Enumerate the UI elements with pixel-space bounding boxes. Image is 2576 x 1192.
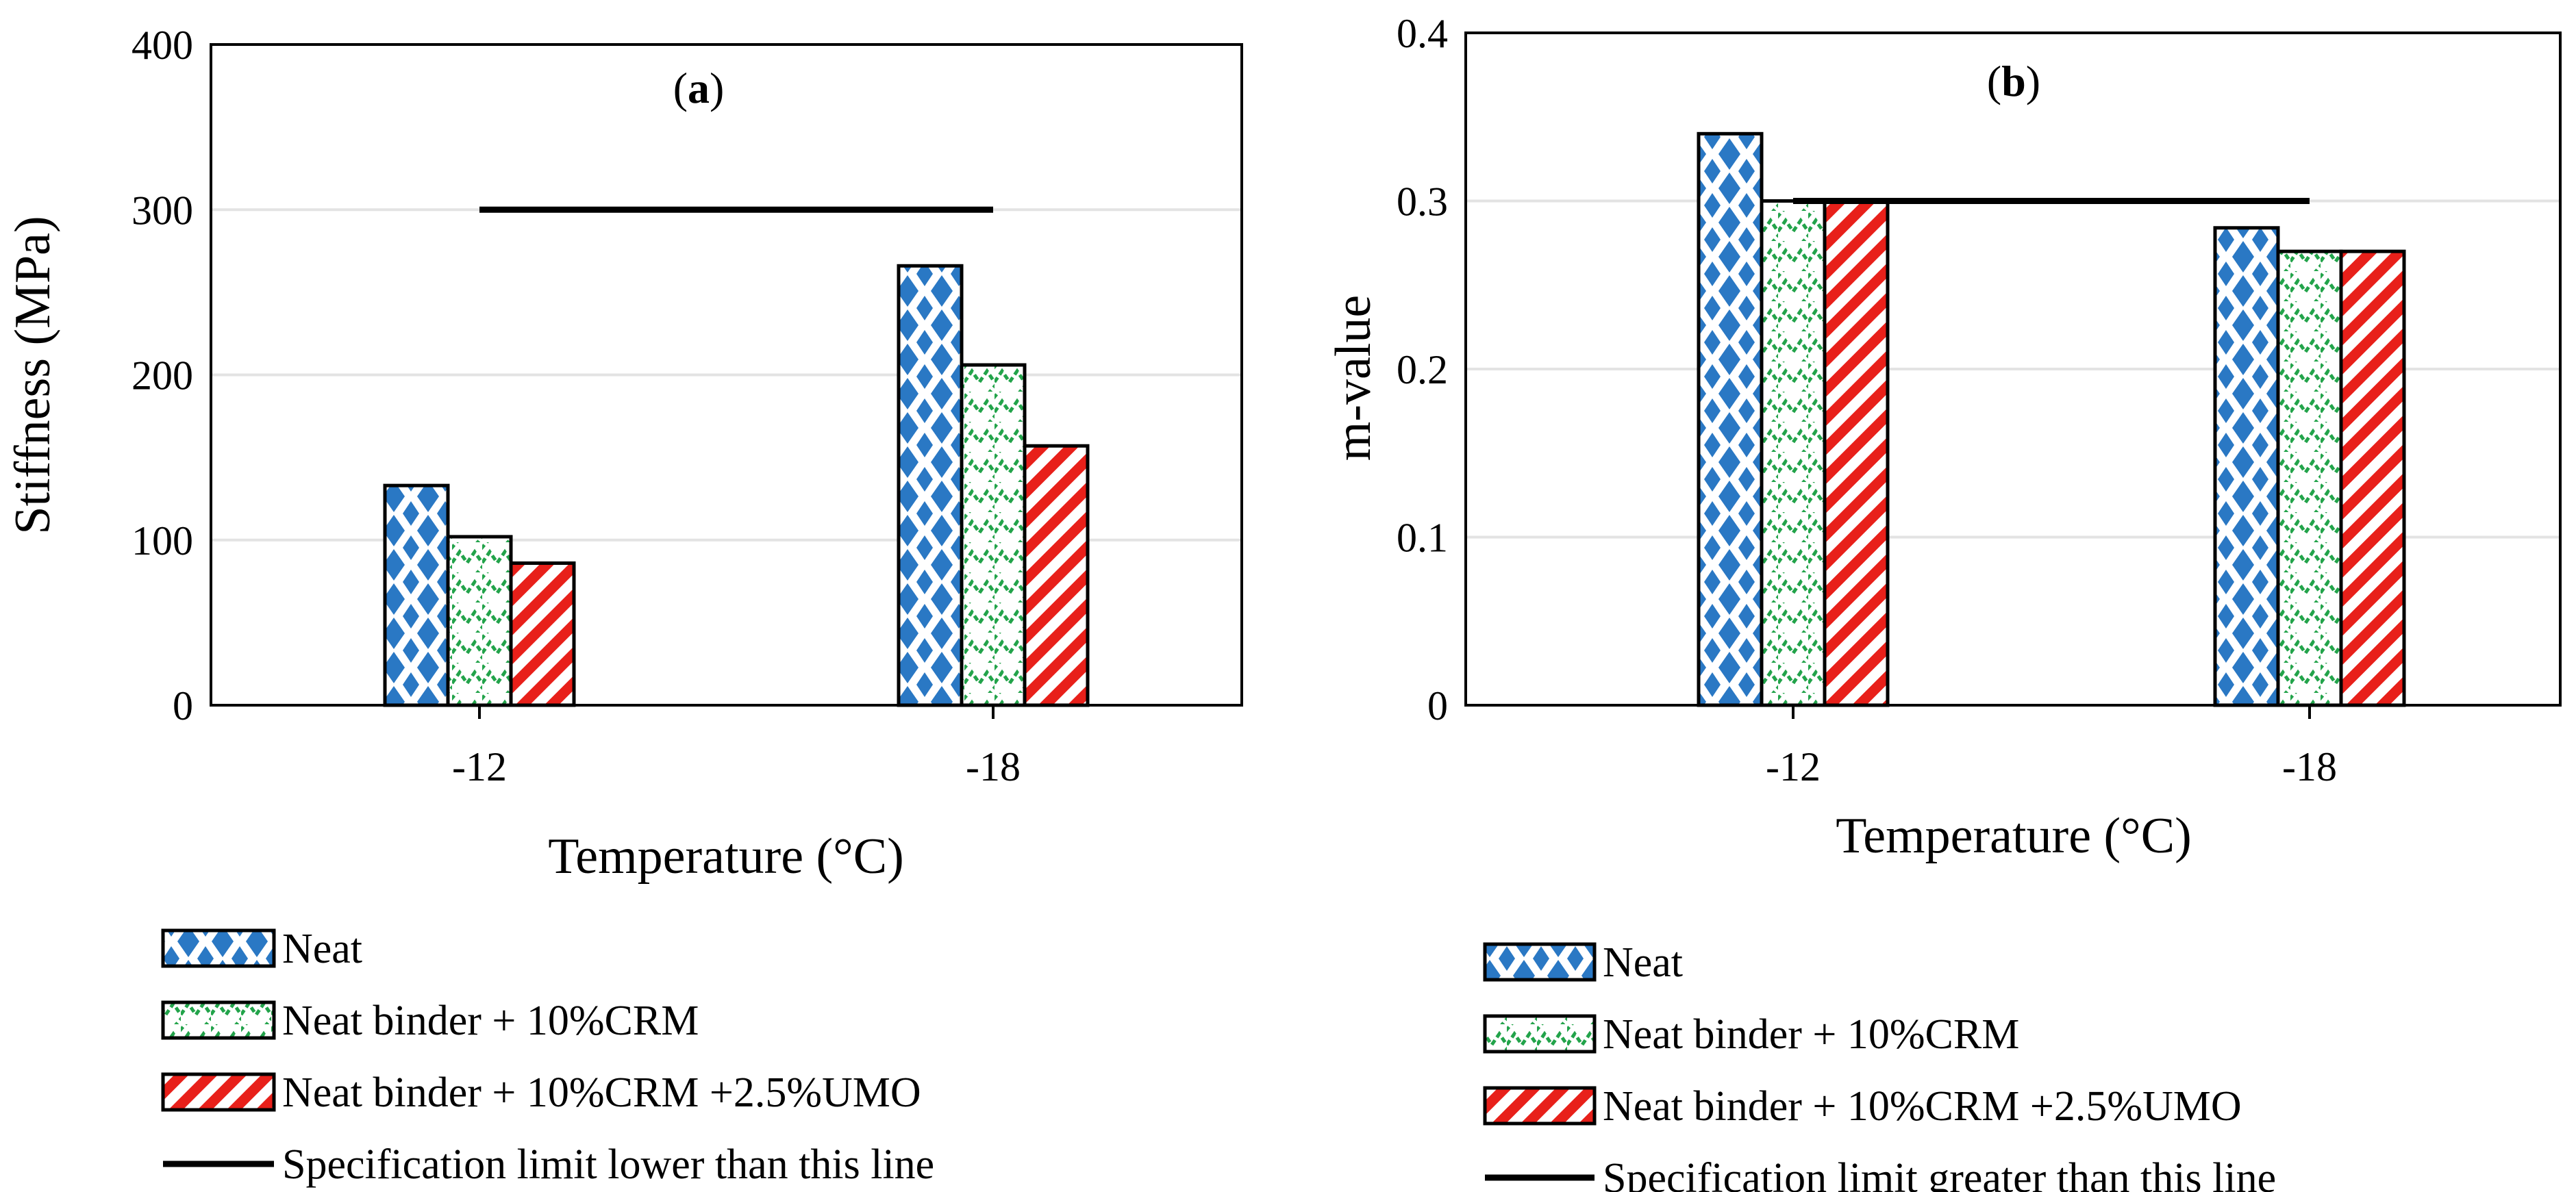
y-tick-label: 400 — [132, 23, 193, 68]
x-tick-label: -18 — [966, 744, 1021, 789]
legend-label: Specification limit lower than this line — [282, 1141, 934, 1188]
y-tick-label: 300 — [132, 188, 193, 233]
legend-swatch-diagonal — [161, 1072, 276, 1112]
legend: Neat Neat binder + 10%CRM Neat binder + 10… — [161, 926, 934, 1188]
x-tick-label: -12 — [452, 744, 507, 789]
legend-label: Neat binder + 10%CRM +2.5%UMO — [282, 1069, 921, 1116]
x-tick-label: -18 — [2282, 744, 2337, 789]
bar-diagonal--18 — [1023, 444, 1090, 707]
y-tick-label: 0.1 — [1397, 516, 1448, 561]
legend-label: Neat binder + 10%CRM — [1603, 1011, 2019, 1058]
plot-frame — [1464, 31, 2562, 707]
panel-letter: b — [2001, 57, 2026, 105]
bar-diagonal--12 — [1823, 199, 1890, 707]
y-tick-label: 0.4 — [1397, 11, 1448, 56]
legend-swatch-dots — [161, 928, 276, 968]
bar-diagonal--18 — [2339, 249, 2406, 707]
bar-dots--12 — [383, 483, 450, 707]
y-tick-label: 200 — [132, 353, 193, 398]
bar-zigzag--12 — [1760, 199, 1827, 707]
bar-dots--12 — [1697, 131, 1764, 707]
y-tick-label: 0.2 — [1397, 347, 1448, 392]
y-axis-title: m-value — [1325, 295, 1381, 461]
y-tick-label: 100 — [132, 518, 193, 563]
bar-zigzag--18 — [960, 363, 1027, 707]
legend-swatch-zigzag — [161, 1000, 276, 1040]
legend-swatch-zigzag — [1483, 1014, 1597, 1054]
chart-stiffness: 0 100 200 300 400 -12 -18 (a) Stiffness (MPa) Tem… — [5, 23, 1243, 1188]
plot-frame — [210, 43, 1243, 707]
legend-label: Specification limit greater than this li… — [1603, 1155, 2276, 1192]
bar-zigzag--18 — [2276, 249, 2343, 707]
legend-label: Neat — [1603, 939, 1683, 986]
y-tick-label: 0.3 — [1397, 179, 1448, 225]
legend-label: Neat binder + 10%CRM — [282, 998, 699, 1044]
legend-swatch-diagonal — [1483, 1086, 1597, 1126]
bar-dots--18 — [2213, 226, 2280, 707]
panel-letter: a — [688, 64, 710, 112]
x-axis-title: Temperature (°C) — [1836, 808, 2192, 864]
legend-swatch-dots — [1483, 942, 1597, 982]
panel-label: (a) — [673, 64, 725, 112]
legend: Neat Neat binder + 10%CRM Neat binder + 10… — [1483, 939, 2276, 1192]
legend-label: Neat — [282, 926, 362, 972]
y-tick-label: 0 — [1427, 683, 1448, 728]
legend-label: Neat binder + 10%CRM +2.5%UMO — [1603, 1083, 2242, 1130]
panel-label: (b) — [1987, 57, 2040, 105]
bar-zigzag--12 — [446, 535, 513, 707]
y-axis-title: Stiffness (MPa) — [5, 216, 61, 534]
bar-diagonal--12 — [509, 561, 576, 707]
y-tick-label: 0 — [173, 683, 193, 728]
x-tick-label: -12 — [1766, 744, 1821, 789]
bar-dots--18 — [897, 264, 964, 707]
x-axis-title: Temperature (°C) — [548, 828, 904, 885]
chart-m-value: 0 0.1 0.2 0.3 0.4 -12 -18 (b) m-value Temperature… — [1325, 11, 2562, 1192]
